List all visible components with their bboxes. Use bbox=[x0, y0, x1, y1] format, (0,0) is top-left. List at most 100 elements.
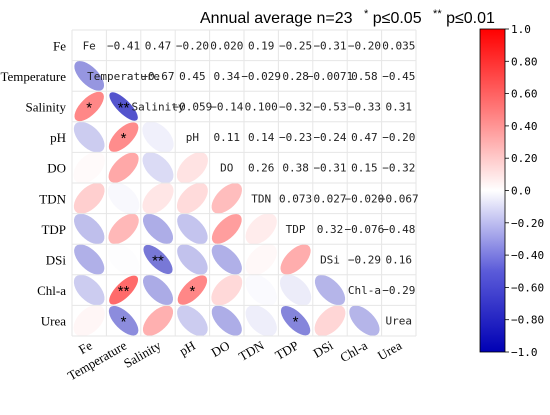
corr-value: −0.14 bbox=[210, 101, 243, 114]
corr-value: −0.24 bbox=[313, 131, 346, 144]
corr-ellipse-DSi-DO bbox=[211, 244, 242, 275]
corr-ellipse-TDP-Temperature bbox=[108, 213, 139, 245]
significance-mark: * bbox=[293, 314, 299, 331]
significance-mark: * bbox=[86, 100, 92, 117]
corr-ellipse-DSi-pH bbox=[177, 244, 208, 275]
corr-value: 0.15 bbox=[351, 162, 378, 175]
diagonal-label-TDN: TDN bbox=[251, 192, 271, 205]
corr-ellipse-TDP-Salinity bbox=[142, 213, 174, 244]
corr-ellipse-TDN-Fe bbox=[73, 182, 105, 214]
corr-value: 0.020 bbox=[210, 39, 243, 52]
corr-value: −0.29 bbox=[382, 284, 415, 297]
corr-ellipse-Urea-Temperature bbox=[108, 305, 139, 336]
corr-ellipse-TDN-Temperature bbox=[107, 182, 140, 215]
y-tick-label-Fe: Fe bbox=[53, 38, 66, 53]
corr-ellipse-Urea-Fe bbox=[73, 304, 105, 337]
colorbar: 1.0 0.80 0.60 0.40 0.20 0.0 −0.20 −0.40 −0.60 −0.… bbox=[479, 23, 544, 359]
y-tick-label-pH: pH bbox=[50, 130, 66, 145]
corr-ellipse-Urea-Chl-a bbox=[349, 305, 380, 336]
corr-value: −0.20 bbox=[348, 39, 381, 52]
corr-value: −0.020 bbox=[345, 192, 385, 205]
corr-ellipse-Chl-a-Temperature bbox=[109, 275, 139, 305]
diagonal-label-Chl-a: Chl-a bbox=[348, 284, 381, 297]
y-tick-label-TDN: TDN bbox=[39, 191, 66, 206]
corr-value: −0.32 bbox=[279, 101, 312, 114]
corr-value: 0.38 bbox=[282, 162, 309, 175]
corr-value: 0.31 bbox=[386, 101, 413, 114]
corr-ellipse-Urea-DO bbox=[211, 305, 242, 336]
title-sig1: p≤0.05 bbox=[373, 10, 422, 27]
colorbar-tick-label: 1.0 bbox=[511, 23, 531, 36]
y-tick-label-TDP: TDP bbox=[41, 222, 66, 237]
diagonal-label-pH: pH bbox=[186, 131, 199, 144]
corr-ellipse-Salinity-Fe bbox=[74, 91, 104, 122]
colorbar-tick-label: 0.0 bbox=[511, 185, 531, 198]
corr-ellipse-Chl-a-pH bbox=[177, 275, 208, 305]
corr-ellipse-Chl-a-TDN bbox=[245, 274, 277, 306]
corr-ellipse-DO-Fe bbox=[73, 151, 105, 184]
corr-value: −0.31 bbox=[313, 39, 346, 52]
diagonal-label-DO: DO bbox=[220, 162, 233, 175]
x-tick-label-pH: pH bbox=[177, 338, 198, 359]
significance-mark: * bbox=[121, 130, 127, 147]
corr-ellipse-Chl-a-DSi bbox=[314, 274, 346, 306]
colorbar-tick-label: −0.80 bbox=[511, 314, 544, 327]
corr-ellipse-DO-Salinity bbox=[142, 152, 174, 184]
corr-value: −0.33 bbox=[348, 101, 381, 114]
corr-value: 0.45 bbox=[179, 70, 206, 83]
corr-value: −0.41 bbox=[107, 39, 140, 52]
corr-value: −0.53 bbox=[313, 101, 346, 114]
colorbar-tick-label: 0.40 bbox=[511, 120, 538, 133]
corr-value: −0.029 bbox=[241, 70, 281, 83]
corr-value: 0.47 bbox=[351, 131, 378, 144]
corr-ellipse-Chl-a-Fe bbox=[73, 274, 105, 306]
corr-value: 0.26 bbox=[248, 162, 275, 175]
title-sig1-star: * bbox=[364, 8, 369, 20]
corr-ellipse-DO-Temperature bbox=[108, 152, 139, 183]
corr-value: −0.0071 bbox=[307, 70, 353, 83]
y-tick-label-DO: DO bbox=[47, 161, 66, 176]
corr-ellipse-Chl-a-TDP bbox=[279, 274, 312, 306]
corr-ellipse-TDN-DO bbox=[211, 183, 243, 214]
corr-value: 0.47 bbox=[145, 39, 172, 52]
corr-value: −0.32 bbox=[382, 162, 415, 175]
corr-ellipse-DSi-TDN bbox=[245, 243, 277, 276]
significance-mark: ** bbox=[118, 283, 130, 300]
corr-ellipse-pH-Temperature bbox=[108, 122, 139, 152]
y-tick-label-DSi: DSi bbox=[46, 253, 67, 268]
corr-ellipse-Salinity-Temperature bbox=[109, 92, 138, 121]
title-main: Annual average n=23 bbox=[200, 10, 353, 27]
corr-ellipse-DSi-TDP bbox=[280, 244, 311, 275]
corr-value: −0.23 bbox=[279, 131, 312, 144]
colorbar-tick-label: −0.40 bbox=[511, 249, 544, 262]
significance-mark: ** bbox=[152, 253, 164, 270]
colorbar-tick-label: −1.0 bbox=[511, 346, 538, 359]
corr-ellipse-Urea-pH bbox=[177, 305, 208, 337]
corr-ellipse-Temperature-Fe bbox=[74, 61, 105, 91]
corr-ellipse-DSi-Temperature bbox=[107, 243, 140, 276]
corr-value: −0.067 bbox=[379, 192, 419, 205]
grid-lines bbox=[71, 29, 417, 337]
corr-value: 0.19 bbox=[248, 39, 275, 52]
corr-ellipse-DO-pH bbox=[176, 152, 208, 184]
corr-ellipse-TDP-TDN bbox=[245, 213, 277, 245]
corr-ellipse-Urea-TDN bbox=[245, 305, 277, 337]
diagonal-label-Fe: Fe bbox=[83, 39, 96, 52]
corr-ellipse-pH-Fe bbox=[73, 121, 105, 153]
corr-value: −0.20 bbox=[382, 131, 415, 144]
corr-value: 0.14 bbox=[248, 131, 275, 144]
corr-ellipse-Urea-TDP bbox=[280, 306, 311, 336]
title-sig2: p≤0.01 bbox=[446, 10, 495, 27]
y-tick-label-Salinity: Salinity bbox=[26, 100, 67, 115]
corr-ellipse-Urea-Salinity bbox=[142, 305, 174, 336]
y-tick-label-Chl-a: Chl-a bbox=[37, 283, 66, 298]
corr-value: 0.11 bbox=[214, 131, 241, 144]
colorbar-tick-label: −0.60 bbox=[511, 281, 544, 294]
corr-value: 0.035 bbox=[382, 39, 415, 52]
significance-mark: * bbox=[189, 283, 195, 300]
diagonal-label-DSi: DSi bbox=[320, 254, 340, 267]
corr-value: 0.16 bbox=[386, 254, 413, 267]
corr-ellipse-TDN-pH bbox=[176, 182, 208, 214]
colorbar-tick-label: 0.80 bbox=[511, 55, 538, 68]
corr-value: −0.076 bbox=[345, 223, 385, 236]
